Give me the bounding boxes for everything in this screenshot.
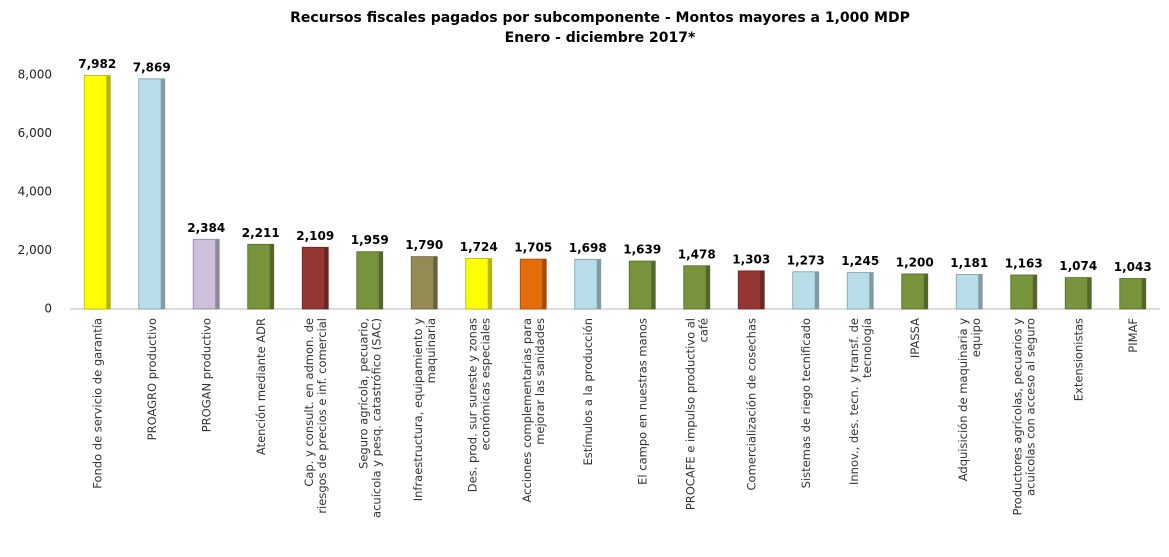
bar-side: [324, 247, 329, 309]
bar-side: [1141, 278, 1146, 309]
bar: [574, 258, 602, 310]
value-label: 2,211: [242, 226, 280, 240]
bar: [955, 274, 983, 310]
bar-side: [542, 259, 547, 309]
bar: [737, 270, 765, 310]
value-label: 1,698: [569, 241, 607, 255]
value-label: 1,790: [405, 238, 443, 252]
y-tick-label: 6,000: [18, 126, 52, 140]
value-label: 7,982: [78, 57, 116, 71]
x-tick-label: Extensionistas: [1071, 318, 1085, 401]
x-tick-label: El campo en nuestras manos: [635, 318, 649, 485]
value-label: 2,384: [187, 221, 225, 235]
x-tick-label: IPASSA: [907, 318, 921, 358]
bar-side: [596, 259, 601, 309]
bar: [519, 258, 547, 310]
bar-side: [923, 273, 928, 309]
value-label: 1,478: [678, 247, 716, 261]
bar: [628, 260, 656, 310]
chart-subtitle: Enero - diciembre 2017*: [505, 30, 696, 46]
bar-side: [814, 271, 819, 309]
bar-side: [215, 239, 220, 309]
value-label: 1,639: [623, 243, 661, 257]
x-tick-label: Infraestructura, equipamiento ymaquinari…: [410, 318, 437, 501]
x-tick-label: PROGAN productivo: [199, 318, 213, 432]
value-label: 1,705: [514, 241, 552, 255]
x-tick-label: PROCAFE e impulso productivo alcafé: [683, 318, 710, 510]
bar-side: [487, 258, 492, 309]
bar-side: [651, 261, 656, 309]
value-label: 7,869: [133, 60, 171, 74]
y-tick-label: 2,000: [18, 243, 52, 257]
bar: [192, 238, 220, 310]
bar: [901, 273, 929, 310]
bar: [792, 271, 820, 310]
x-tick-label: Sistemas de riego tecnificado: [798, 318, 812, 488]
value-label: 1,724: [460, 240, 498, 254]
y-tick-label: 8,000: [18, 68, 52, 82]
bar: [356, 251, 384, 310]
value-label: 2,109: [296, 229, 334, 243]
bar-side: [760, 270, 765, 309]
x-tick-label: Estímulos a la producción: [580, 318, 594, 466]
bar-side: [1032, 274, 1037, 309]
value-label: 1,200: [896, 255, 934, 269]
value-label: 1,245: [841, 254, 879, 268]
bar: [1010, 274, 1038, 310]
x-tick-label: Comercialización de cosechas: [744, 318, 758, 490]
bar: [846, 272, 874, 310]
value-label: 1,273: [787, 253, 825, 267]
bar-side: [869, 272, 874, 309]
value-label: 1,043: [1114, 260, 1152, 274]
y-tick-label: 0: [44, 302, 52, 316]
bar-side: [433, 256, 438, 309]
x-tick-label: Atención mediante ADR: [253, 318, 267, 455]
bar-side: [160, 78, 165, 309]
bar-side: [705, 265, 710, 309]
value-label: 1,074: [1059, 259, 1097, 273]
x-tick-label: Fondo de servicio de garantía: [90, 318, 104, 489]
bar-side: [378, 251, 383, 309]
bar: [1064, 277, 1092, 310]
bar: [138, 78, 166, 310]
x-tick-label: PIMAF: [1125, 318, 1139, 353]
x-tick-label: Cap. y consult. en admon. deriesgos de p…: [301, 318, 328, 514]
bar-side: [978, 274, 983, 309]
value-label: 1,303: [732, 252, 770, 266]
x-tick-label: Adquisición de maquinaria yequipo: [955, 318, 982, 481]
bar-side: [1087, 277, 1092, 309]
value-label: 1,959: [351, 233, 389, 247]
x-tick-label: Acciones complementarias paramejorar las…: [519, 318, 546, 503]
bar: [1119, 278, 1147, 310]
x-tick-label: PROAGRO productivo: [144, 318, 158, 440]
value-label: 1,163: [1005, 256, 1043, 270]
x-tick-label: Des. prod. sur sureste y zonaseconómicas…: [465, 318, 492, 492]
x-tick-label: Seguro agrícola, pecuario,acuícola y pes…: [356, 318, 383, 518]
value-label: 1,181: [950, 256, 988, 270]
chart-title: Recursos fiscales pagados por subcompone…: [290, 10, 910, 26]
bar-side: [106, 75, 111, 310]
x-tick-label: Innov., des. tecn. y transf. detecnologí…: [846, 318, 873, 485]
x-tick-label: Productores agrícolas, pecuarios yacuíco…: [1010, 318, 1037, 516]
bar-side: [269, 244, 274, 309]
y-tick-label: 4,000: [18, 185, 52, 199]
